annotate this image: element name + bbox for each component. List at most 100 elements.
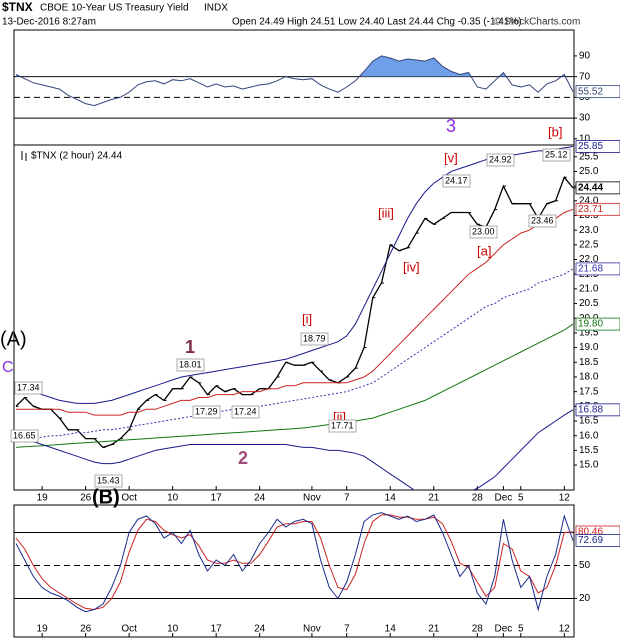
x-tick-label: 10 [167, 493, 179, 504]
y-tick-label: 15.0 [579, 460, 599, 471]
panel-frame [13, 504, 575, 638]
y-tick-label: 21.0 [579, 284, 599, 295]
x-tick-label: 19 [37, 493, 49, 504]
x-tick-label: Nov [303, 624, 321, 635]
y-tick-label: 24.0 [579, 195, 599, 206]
x-tick-label: 12 [559, 624, 571, 635]
value-flag [575, 181, 620, 195]
callout-label: 17.29 [195, 406, 218, 416]
x-tick-label: 21 [428, 493, 440, 504]
callout-box [469, 225, 498, 239]
wave-label: (B) [92, 486, 120, 508]
credit: © StockCharts.com [494, 17, 580, 28]
callout-label: 25.12 [545, 149, 568, 159]
wave-label: [iii] [378, 205, 394, 220]
y-tick-label: 15.5 [579, 445, 599, 456]
x-tick-label: 5 [518, 624, 524, 635]
callout-box [442, 174, 471, 188]
callout-box [192, 405, 221, 419]
security-name: CBOE 10-Year US Treasury Yield [40, 3, 189, 14]
value-flag [575, 262, 620, 276]
x-tick-label: 24 [254, 493, 266, 504]
callout-label: 24.92 [489, 154, 512, 164]
y-tick-label: 25.5 [579, 151, 599, 162]
value-flag [575, 202, 620, 216]
callout-box [231, 405, 260, 419]
exchange: INDX [204, 3, 228, 14]
callout-box [176, 358, 205, 372]
x-tick-label: 14 [385, 493, 397, 504]
y-tick-label: 17.5 [579, 386, 599, 397]
y-tick-label: 20 [579, 593, 591, 604]
value-flag-label: 21.68 [578, 264, 603, 275]
y-tick-label: 25.0 [579, 166, 599, 177]
series-line [15, 268, 574, 443]
x-tick-label: 26 [80, 493, 92, 504]
callout-box [542, 148, 571, 162]
callout-label: 15.43 [97, 475, 120, 485]
y-tick-label: 16.5 [579, 416, 599, 427]
wave-label: [b] [548, 124, 562, 139]
value-flag-label: 25.85 [578, 141, 603, 152]
callout-box [528, 214, 557, 228]
value-flag [575, 85, 620, 99]
legend-label: $TNX (2 hour) 24.44 [31, 151, 123, 162]
callout-label: 18.01 [179, 359, 202, 369]
value-flag-label: 16.88 [578, 404, 603, 415]
x-tick-label: 10 [167, 624, 179, 635]
y-tick-label: 19.0 [579, 342, 599, 353]
quote: Open 24.49 High 24.51 Low 24.40 Last 24.… [232, 17, 522, 28]
wave-label: [v] [444, 150, 458, 165]
y-tick-label: 22.0 [579, 254, 599, 265]
x-tick-label: 5 [518, 493, 524, 504]
callout-label: 17.34 [17, 382, 40, 392]
series-line [15, 512, 574, 613]
callout-box [10, 429, 39, 443]
wave-label: C [2, 359, 14, 376]
x-tick-label: 17 [211, 624, 223, 635]
callout-label: 23.00 [472, 226, 495, 236]
y-tick-label: 23.0 [579, 225, 599, 236]
series-line [15, 323, 574, 448]
series-line [16, 208, 574, 416]
x-tick-label: Oct [121, 624, 137, 635]
x-tick-label: 14 [385, 624, 397, 635]
y-tick-label: 10 [579, 133, 591, 144]
value-flag [575, 403, 620, 417]
wave-label: [iv] [403, 259, 420, 274]
value-flag-label: 24.44 [578, 183, 603, 194]
callout-box [486, 153, 515, 167]
value-flag-label: 72.69 [578, 535, 603, 546]
callout-box [14, 381, 43, 395]
series-line [15, 409, 574, 490]
x-tick-label: 7 [344, 493, 350, 504]
x-tick-label: Dec [494, 624, 512, 635]
series-line [15, 514, 574, 611]
x-tick-label: 28 [472, 493, 484, 504]
y-tick-label: 30 [579, 113, 591, 124]
wave-label: 2 [238, 448, 248, 468]
value-flag [575, 317, 620, 331]
y-tick-label: 18.5 [579, 357, 599, 368]
x-tick-label: 21 [428, 624, 440, 635]
x-tick-label: 7 [344, 624, 350, 635]
x-tick-label: 28 [472, 624, 484, 635]
x-tick-label: Oct [121, 493, 137, 504]
wave-label: 3 [446, 116, 456, 136]
callout-box [94, 474, 123, 488]
overbought-fill [16, 55, 573, 77]
series-line [15, 146, 574, 404]
wave-label: [i] [302, 311, 312, 326]
value-flag-label: 80.46 [578, 527, 603, 538]
value-flag [575, 140, 620, 153]
callout-label: 17.24 [234, 406, 257, 416]
callout-label: 18.79 [303, 333, 326, 343]
value-flag-label: 55.52 [578, 86, 603, 97]
panel-frame [13, 144, 575, 491]
wave-label: 1 [185, 337, 195, 357]
y-tick-label: 90 [579, 51, 591, 62]
y-tick-label: 50 [579, 560, 591, 571]
x-tick-label: 19 [37, 624, 49, 635]
y-tick-label: 18.0 [579, 372, 599, 383]
